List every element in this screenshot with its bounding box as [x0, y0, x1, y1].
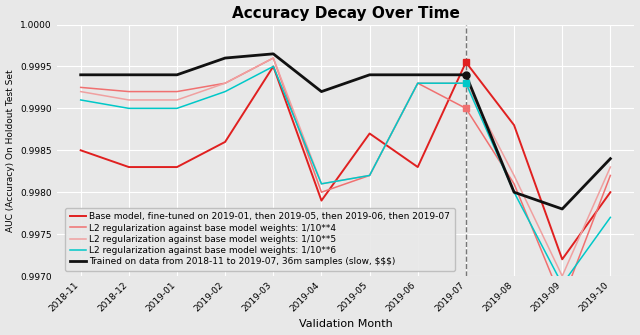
Title: Accuracy Decay Over Time: Accuracy Decay Over Time — [232, 6, 460, 20]
Line: L2 regularization against base model weights: 1/10**5: L2 regularization against base model wei… — [81, 58, 611, 276]
L2 regularization against base model weights: 1/10**4: (5, 0.998): 1/10**4: (5, 0.998) — [317, 190, 325, 194]
L2 regularization against base model weights: 1/10**4: (11, 0.998): 1/10**4: (11, 0.998) — [607, 174, 614, 178]
L2 regularization against base model weights: 1/10**6: (7, 0.999): 1/10**6: (7, 0.999) — [414, 81, 422, 85]
L2 regularization against base model weights: 1/10**6: (10, 0.997): 1/10**6: (10, 0.997) — [558, 282, 566, 286]
L2 regularization against base model weights: 1/10**5: (6, 0.998): 1/10**5: (6, 0.998) — [365, 174, 373, 178]
L2 regularization against base model weights: 1/10**5: (7, 0.999): 1/10**5: (7, 0.999) — [414, 81, 422, 85]
Base model, fine-tuned on 2019-01, then 2019-05, then 2019-06, then 2019-07 — [510, 123, 518, 127]
Y-axis label: AUC (Accuracy) On Holdout Test Set: AUC (Accuracy) On Holdout Test Set — [6, 69, 15, 231]
Trained on data from 2018-11 to 2019-07, 36m samples (slow, $$$) — [269, 52, 277, 56]
L2 regularization against base model weights: 1/10**4: (8, 0.999): 1/10**4: (8, 0.999) — [462, 106, 470, 110]
Legend: Base model, fine-tuned on 2019-01, then 2019-05, then 2019-06, then 2019-07, L2 : Base model, fine-tuned on 2019-01, then … — [65, 208, 455, 271]
Trained on data from 2018-11 to 2019-07, 36m samples (slow, $$$) — [317, 89, 325, 93]
Base model, fine-tuned on 2019-01, then 2019-05, then 2019-06, then 2019-07 — [77, 148, 84, 152]
L2 regularization against base model weights: 1/10**5: (0, 0.999): 1/10**5: (0, 0.999) — [77, 89, 84, 93]
Base model, fine-tuned on 2019-01, then 2019-05, then 2019-06, then 2019-07 — [125, 165, 132, 169]
L2 regularization against base model weights: 1/10**4: (0, 0.999): 1/10**4: (0, 0.999) — [77, 85, 84, 89]
Base model, fine-tuned on 2019-01, then 2019-05, then 2019-06, then 2019-07 — [221, 140, 229, 144]
Line: Trained on data from 2018-11 to 2019-07, 36m samples (slow, $$$): Trained on data from 2018-11 to 2019-07,… — [81, 54, 611, 209]
Line: L2 regularization against base model weights: 1/10**6: L2 regularization against base model wei… — [81, 66, 611, 284]
L2 regularization against base model weights: 1/10**6: (11, 0.998): 1/10**6: (11, 0.998) — [607, 215, 614, 219]
L2 regularization against base model weights: 1/10**6: (9, 0.998): 1/10**6: (9, 0.998) — [510, 190, 518, 194]
Base model, fine-tuned on 2019-01, then 2019-05, then 2019-06, then 2019-07 — [558, 257, 566, 261]
L2 regularization against base model weights: 1/10**5: (5, 0.998): 1/10**5: (5, 0.998) — [317, 182, 325, 186]
Trained on data from 2018-11 to 2019-07, 36m samples (slow, $$$) — [510, 190, 518, 194]
L2 regularization against base model weights: 1/10**4: (6, 0.998): 1/10**4: (6, 0.998) — [365, 174, 373, 178]
L2 regularization against base model weights: 1/10**4: (9, 0.998): 1/10**4: (9, 0.998) — [510, 182, 518, 186]
L2 regularization against base model weights: 1/10**6: (8, 0.999): 1/10**6: (8, 0.999) — [462, 81, 470, 85]
L2 regularization against base model weights: 1/10**5: (11, 0.998): 1/10**5: (11, 0.998) — [607, 165, 614, 169]
Trained on data from 2018-11 to 2019-07, 36m samples (slow, $$$) — [173, 73, 181, 77]
L2 regularization against base model weights: 1/10**4: (4, 1): 1/10**4: (4, 1) — [269, 56, 277, 60]
Trained on data from 2018-11 to 2019-07, 36m samples (slow, $$$) — [558, 207, 566, 211]
Line: L2 regularization against base model weights: 1/10**4: L2 regularization against base model wei… — [81, 58, 611, 301]
Base model, fine-tuned on 2019-01, then 2019-05, then 2019-06, then 2019-07 — [462, 60, 470, 64]
Base model, fine-tuned on 2019-01, then 2019-05, then 2019-06, then 2019-07 — [607, 190, 614, 194]
L2 regularization against base model weights: 1/10**6: (3, 0.999): 1/10**6: (3, 0.999) — [221, 89, 229, 93]
Base model, fine-tuned on 2019-01, then 2019-05, then 2019-06, then 2019-07 — [365, 132, 373, 136]
Trained on data from 2018-11 to 2019-07, 36m samples (slow, $$$) — [414, 73, 422, 77]
L2 regularization against base model weights: 1/10**5: (8, 0.999): 1/10**5: (8, 0.999) — [462, 81, 470, 85]
Base model, fine-tuned on 2019-01, then 2019-05, then 2019-06, then 2019-07 — [317, 199, 325, 203]
L2 regularization against base model weights: 1/10**6: (6, 0.998): 1/10**6: (6, 0.998) — [365, 174, 373, 178]
L2 regularization against base model weights: 1/10**6: (0, 0.999): 1/10**6: (0, 0.999) — [77, 98, 84, 102]
Line: Base model, fine-tuned on 2019-01, then 2019-05, then 2019-06, then 2019-07: Base model, fine-tuned on 2019-01, then … — [81, 62, 611, 259]
L2 regularization against base model weights: 1/10**5: (3, 0.999): 1/10**5: (3, 0.999) — [221, 81, 229, 85]
L2 regularization against base model weights: 1/10**6: (5, 0.998): 1/10**6: (5, 0.998) — [317, 182, 325, 186]
Trained on data from 2018-11 to 2019-07, 36m samples (slow, $$$) — [365, 73, 373, 77]
L2 regularization against base model weights: 1/10**5: (9, 0.998): 1/10**5: (9, 0.998) — [510, 174, 518, 178]
L2 regularization against base model weights: 1/10**4: (7, 0.999): 1/10**4: (7, 0.999) — [414, 81, 422, 85]
L2 regularization against base model weights: 1/10**5: (2, 0.999): 1/10**5: (2, 0.999) — [173, 98, 181, 102]
L2 regularization against base model weights: 1/10**6: (1, 0.999): 1/10**6: (1, 0.999) — [125, 106, 132, 110]
Trained on data from 2018-11 to 2019-07, 36m samples (slow, $$$) — [462, 73, 470, 77]
Base model, fine-tuned on 2019-01, then 2019-05, then 2019-06, then 2019-07 — [173, 165, 181, 169]
L2 regularization against base model weights: 1/10**4: (1, 0.999): 1/10**4: (1, 0.999) — [125, 89, 132, 93]
Trained on data from 2018-11 to 2019-07, 36m samples (slow, $$$) — [607, 157, 614, 161]
Base model, fine-tuned on 2019-01, then 2019-05, then 2019-06, then 2019-07 — [269, 64, 277, 68]
L2 regularization against base model weights: 1/10**5: (10, 0.997): 1/10**5: (10, 0.997) — [558, 274, 566, 278]
Trained on data from 2018-11 to 2019-07, 36m samples (slow, $$$) — [125, 73, 132, 77]
L2 regularization against base model weights: 1/10**5: (4, 1): 1/10**5: (4, 1) — [269, 56, 277, 60]
Base model, fine-tuned on 2019-01, then 2019-05, then 2019-06, then 2019-07 — [414, 165, 422, 169]
L2 regularization against base model weights: 1/10**4: (10, 0.997): 1/10**4: (10, 0.997) — [558, 299, 566, 303]
X-axis label: Validation Month: Validation Month — [299, 320, 392, 329]
L2 regularization against base model weights: 1/10**5: (1, 0.999): 1/10**5: (1, 0.999) — [125, 98, 132, 102]
L2 regularization against base model weights: 1/10**4: (3, 0.999): 1/10**4: (3, 0.999) — [221, 81, 229, 85]
Trained on data from 2018-11 to 2019-07, 36m samples (slow, $$$) — [221, 56, 229, 60]
L2 regularization against base model weights: 1/10**6: (2, 0.999): 1/10**6: (2, 0.999) — [173, 106, 181, 110]
L2 regularization against base model weights: 1/10**4: (2, 0.999): 1/10**4: (2, 0.999) — [173, 89, 181, 93]
L2 regularization against base model weights: 1/10**6: (4, 1): 1/10**6: (4, 1) — [269, 64, 277, 68]
Trained on data from 2018-11 to 2019-07, 36m samples (slow, $$$) — [77, 73, 84, 77]
